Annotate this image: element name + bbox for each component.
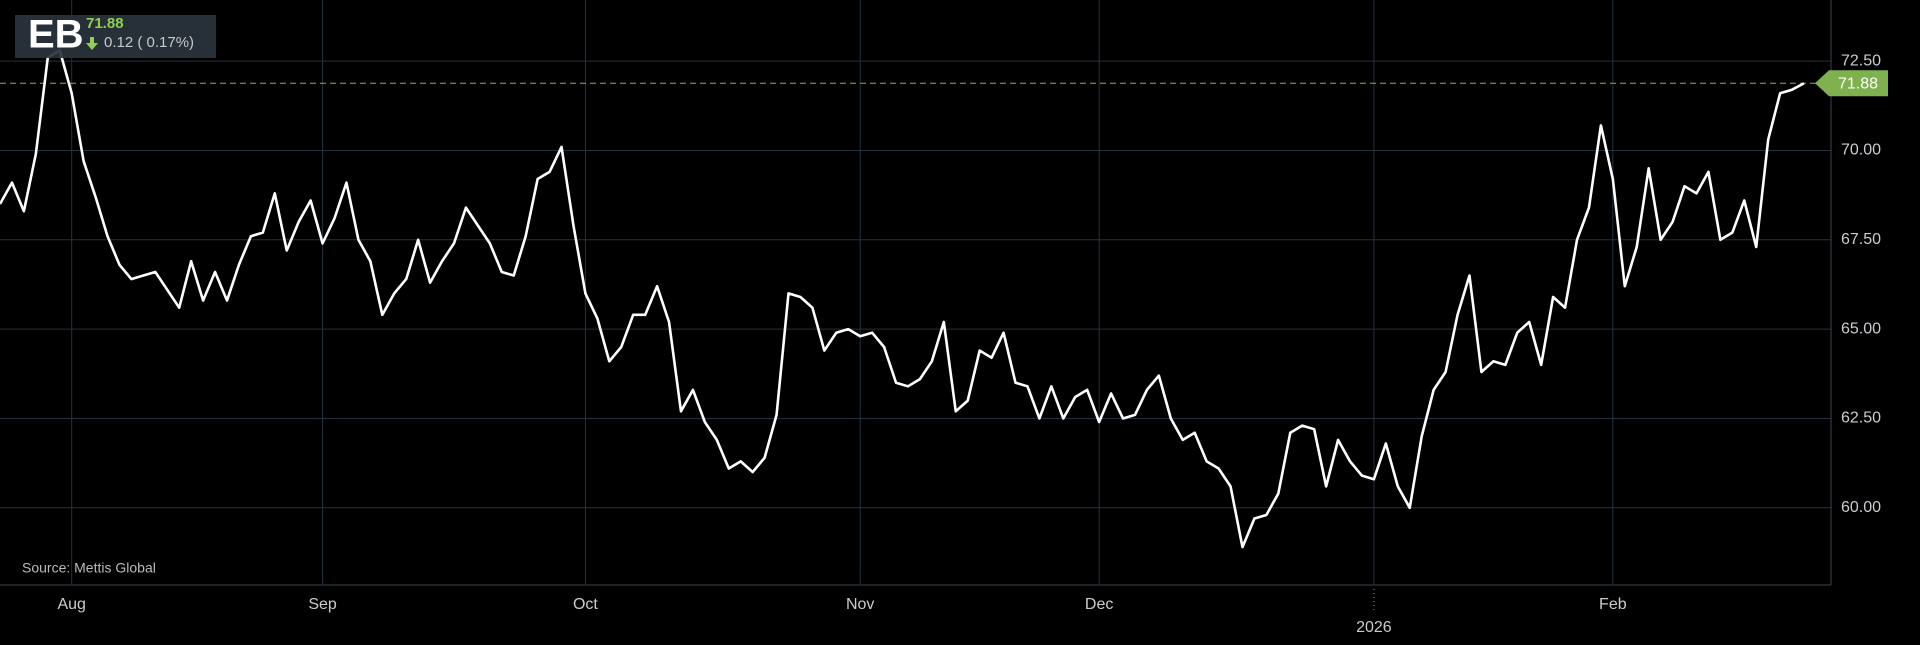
y-tick-label: 62.50 xyxy=(1841,410,1881,427)
up-arrow xyxy=(86,37,98,50)
plot xyxy=(0,49,1816,549)
last-price-tag xyxy=(1815,70,1888,97)
x-tick-label: Sep xyxy=(308,596,337,613)
source: Source: Mettis Global xyxy=(22,560,156,576)
last-price: 71.88 xyxy=(86,15,124,32)
y-tick-label: 67.50 xyxy=(1841,231,1881,248)
symbol: EB xyxy=(28,13,84,57)
header-box xyxy=(15,15,216,58)
x-tick-label: Feb xyxy=(1599,596,1627,613)
x-tick-label: Oct xyxy=(573,596,598,613)
header: EB 71.88 0.12 ( 0.17%) xyxy=(15,13,216,58)
last-price-tag-label: 71.88 xyxy=(1838,75,1878,92)
y-tick-label: 60.00 xyxy=(1841,499,1881,516)
change: 0.12 ( 0.17%) xyxy=(104,34,194,51)
grid xyxy=(0,0,1832,613)
y-tick-label: 72.50 xyxy=(1841,52,1881,69)
x-tick-label: Nov xyxy=(846,596,874,613)
price-line xyxy=(0,49,1805,549)
y-tick-label: 65.00 xyxy=(1841,320,1881,337)
y-tick-label: 70.00 xyxy=(1841,142,1881,159)
x-tick-label: Dec xyxy=(1085,596,1113,613)
x-tick-label: Aug xyxy=(57,596,85,613)
x-year-label: 2026 xyxy=(1356,619,1392,636)
